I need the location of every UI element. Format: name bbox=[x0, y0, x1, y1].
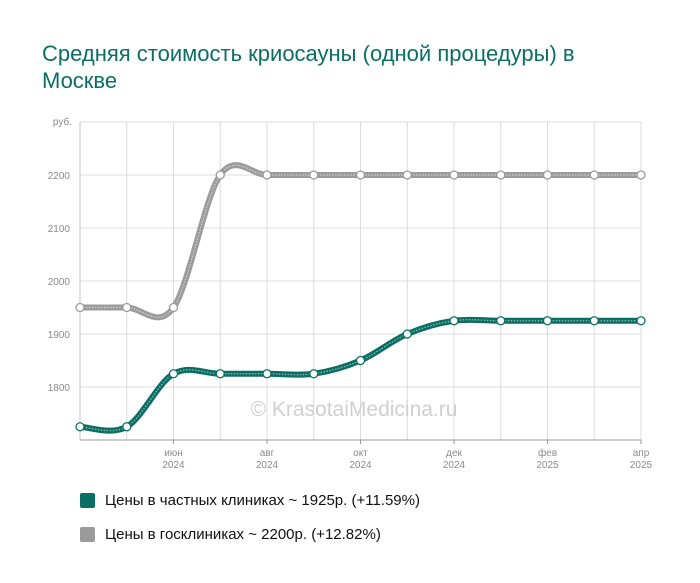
legend-item: Цены в частных клиниках ~ 1925р. (+11.59… bbox=[80, 490, 420, 510]
grid bbox=[79, 121, 642, 440]
x-tick-label-month: дек bbox=[446, 448, 462, 459]
y-tick-label: 1800 bbox=[48, 383, 71, 394]
data-point bbox=[402, 329, 412, 339]
y-tick-label: 2200 bbox=[48, 171, 71, 182]
legend: Цены в частных клиниках ~ 1925р. (+11.59… bbox=[80, 490, 420, 558]
data-point bbox=[168, 302, 179, 313]
data-point bbox=[589, 170, 599, 180]
watermark: © KrasotaiMedicina.ru bbox=[251, 398, 458, 421]
legend-item: Цены в госклиниках ~ 2200р. (+12.82%) bbox=[80, 524, 420, 544]
x-tick-label-year: 2025 bbox=[630, 460, 653, 471]
data-point bbox=[589, 316, 599, 326]
series-points bbox=[75, 170, 646, 432]
data-point bbox=[542, 170, 553, 180]
data-point bbox=[402, 170, 412, 180]
data-point bbox=[75, 422, 85, 432]
x-tick-label-year: 2024 bbox=[349, 460, 372, 471]
x-tick-label-year: 2025 bbox=[536, 460, 559, 471]
x-tick-label-year: 2024 bbox=[162, 460, 185, 471]
data-point bbox=[122, 302, 132, 313]
y-tick-label: 2100 bbox=[48, 224, 71, 235]
data-point bbox=[168, 369, 179, 379]
legend-label: Цены в частных клиниках ~ 1925р. (+11.59… bbox=[105, 491, 420, 509]
data-point bbox=[309, 170, 319, 180]
data-point bbox=[309, 369, 319, 379]
data-point bbox=[122, 422, 132, 432]
line-chart: © KrasotaiMedicina.ru 180019002000210022… bbox=[48, 116, 653, 471]
legend-swatch bbox=[80, 492, 95, 508]
legend-swatch bbox=[80, 526, 95, 542]
legend-label: Цены в госклиниках ~ 2200р. (+12.82%) bbox=[105, 525, 381, 543]
data-point bbox=[215, 369, 225, 379]
data-point bbox=[542, 316, 553, 326]
data-point bbox=[636, 316, 646, 326]
data-point bbox=[355, 355, 366, 366]
x-tick-label-month: фев bbox=[538, 447, 557, 459]
data-point bbox=[449, 170, 459, 180]
x-tick-label-month: июн bbox=[164, 448, 183, 459]
data-point bbox=[636, 170, 646, 180]
data-point bbox=[75, 302, 85, 313]
data-point bbox=[496, 316, 506, 326]
x-tick-label-year: 2024 bbox=[443, 460, 466, 471]
data-point bbox=[449, 316, 459, 326]
axes: 18001900200021002200руб.июн2024авг2024ок… bbox=[48, 116, 653, 471]
x-tick-label-month: апр bbox=[633, 448, 650, 459]
y-unit-label: руб. bbox=[53, 116, 72, 128]
data-point bbox=[355, 170, 366, 180]
y-tick-label: 1900 bbox=[48, 330, 71, 341]
data-point bbox=[262, 170, 272, 180]
x-tick-label-month: авг bbox=[260, 448, 275, 459]
x-tick-label-month: окт bbox=[353, 448, 368, 459]
y-tick-label: 2000 bbox=[48, 277, 71, 288]
data-point bbox=[496, 170, 506, 180]
data-point bbox=[262, 369, 272, 379]
chart-title: Средняя стоимость криосауны (одной проце… bbox=[42, 41, 575, 93]
x-tick-label-year: 2024 bbox=[256, 460, 279, 471]
data-point bbox=[215, 170, 225, 180]
